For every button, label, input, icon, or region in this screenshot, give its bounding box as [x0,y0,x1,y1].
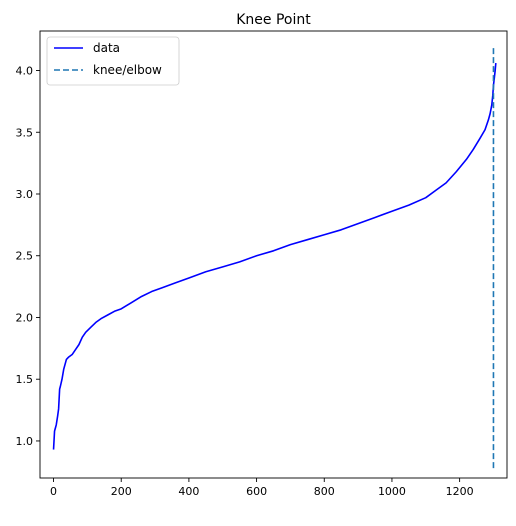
x-tick-label: 0 [50,485,57,498]
x-axis: 0 200 400 600 800 1000 1200 [50,478,474,498]
legend: data knee/elbow [46,36,180,86]
y-tick-label: 1.0 [16,435,34,448]
x-tick-label: 1200 [446,485,474,498]
y-tick-label: 3.0 [16,188,34,201]
plot-area [39,30,508,479]
y-tick-label: 2.0 [16,311,34,324]
legend-knee-label: knee/elbow [93,63,162,77]
series-layer [52,45,497,469]
x-tick-label: 600 [246,485,267,498]
legend-data-label: data [93,41,120,55]
x-tick-label: 800 [314,485,335,498]
x-tick-label: 1000 [378,485,406,498]
y-tick-label: 3.5 [16,126,34,139]
x-tick-label: 400 [178,485,199,498]
y-tick-label: 1.5 [16,373,34,386]
data-series-line [52,63,497,450]
y-tick-label: 4.0 [16,65,34,78]
legend-box [46,36,180,86]
y-tick-label: 2.5 [16,250,34,263]
chart-title: Knee Point [236,12,311,28]
y-axis: 1.0 1.5 2.0 2.5 3.0 3.5 4.0 [16,65,40,448]
x-tick-label: 200 [111,485,132,498]
